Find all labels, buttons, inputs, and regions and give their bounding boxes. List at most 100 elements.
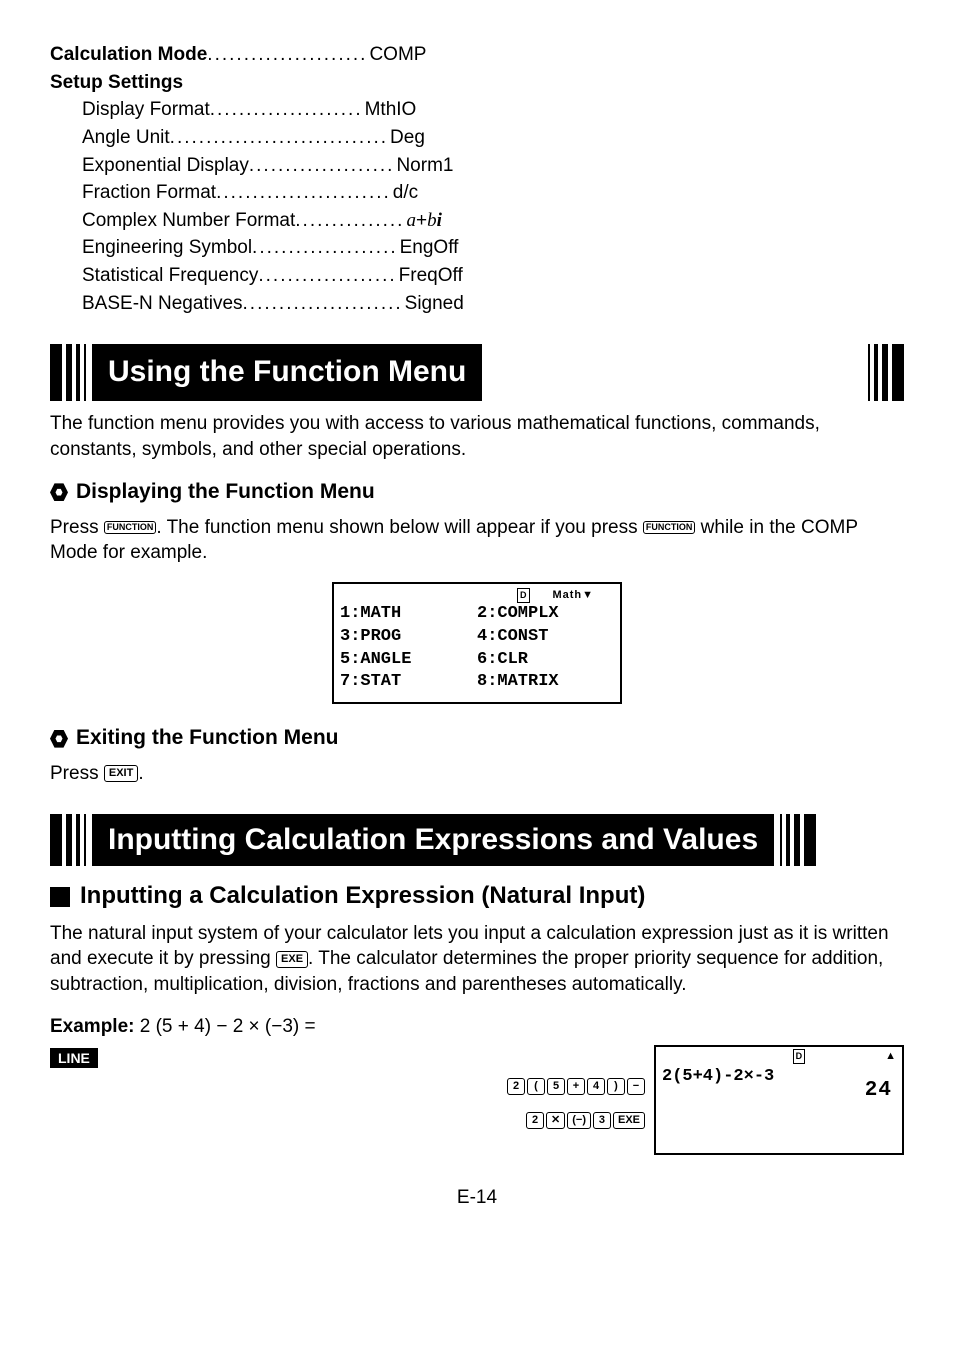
example-row: LINE 2(5+4)− 2✕(−)3EXE D ▲ 2(5+4)-2×-3 2… — [50, 1045, 904, 1155]
exe-key: EXE — [276, 951, 308, 968]
lcd-cell: 6:CLR — [477, 649, 614, 672]
section-banner-inputting: Inputting Calculation Expressions and Va… — [50, 814, 904, 866]
settings-row: Exponential Display ....................… — [50, 153, 904, 179]
settings-row-value: FreqOff — [397, 263, 463, 289]
keycap: 2 — [507, 1078, 525, 1095]
settings-row-label: Fraction Format — [82, 180, 216, 206]
subhead-natural-input: Inputting a Calculation Expression (Natu… — [50, 880, 904, 912]
subhead-natural-input-text: Inputting a Calculation Expression (Natu… — [80, 880, 645, 912]
section-banner-function-menu: Using the Function Menu — [50, 344, 904, 401]
settings-block: Calculation Mode ...................... … — [50, 42, 904, 316]
settings-row: Angle Unit .............................… — [50, 125, 904, 151]
settings-row-value: Signed — [403, 291, 464, 317]
lcd-cell: 1:MATH — [340, 603, 477, 626]
banner-bars-right — [868, 344, 904, 401]
exit-text-a: Press — [50, 763, 104, 784]
banner-bars-left — [50, 814, 86, 866]
lcd-row: 3:PROG4:CONST — [340, 626, 614, 649]
key-sequence: 2(5+4)− 2✕(−)3EXE — [106, 1045, 646, 1137]
banner-bars-right — [780, 814, 816, 866]
line-badge-wrap: LINE — [50, 1045, 98, 1071]
dots: .................... — [249, 153, 395, 179]
dots: .............................. — [170, 125, 388, 151]
exit-key: EXIT — [104, 765, 138, 782]
section2-title: Inputting Calculation Expressions and Va… — [92, 814, 774, 866]
lcd2-expr: 2(5+4)-2×-3 — [662, 1066, 896, 1089]
example-label: Example: — [50, 1016, 134, 1037]
dots: ................... — [258, 263, 396, 289]
settings-row-value: Norm1 — [394, 153, 453, 179]
page-number: E-14 — [50, 1185, 904, 1211]
keycap: EXE — [613, 1112, 645, 1129]
settings-row-label: Complex Number Format — [82, 208, 295, 234]
keycap: ( — [527, 1078, 545, 1095]
settings-row-label: Display Format — [82, 97, 210, 123]
lcd-cell: 3:PROG — [340, 626, 477, 649]
keycap: (−) — [567, 1112, 591, 1129]
settings-row: Statistical Frequency ..................… — [50, 263, 904, 289]
calc-mode-row: Calculation Mode ...................... … — [50, 42, 904, 68]
exiting-para: Press EXIT. — [50, 761, 904, 787]
settings-row: BASE-N Negatives ...................... … — [50, 291, 904, 317]
settings-row-label: Engineering Symbol — [82, 235, 252, 261]
lcd-ind-d: D — [517, 588, 531, 603]
lcd-cell: 2:COMPLX — [477, 603, 614, 626]
settings-row: Complex Number Format ............... a+… — [50, 208, 904, 234]
line-badge: LINE — [50, 1048, 98, 1068]
settings-row: Fraction Format ........................… — [50, 180, 904, 206]
dots: ..................... — [210, 97, 363, 123]
lcd2-ind-d: D — [793, 1049, 806, 1064]
keycap: − — [627, 1078, 645, 1095]
settings-row: Engineering Symbol .................... … — [50, 235, 904, 261]
example-line: Example: 2 (5 + 4) − 2 × (−3) = — [50, 1014, 904, 1040]
subhead-exiting: Exiting the Function Menu — [50, 724, 904, 752]
settings-row-label: Angle Unit — [82, 125, 170, 151]
lcd-cell: 7:STAT — [340, 671, 477, 694]
calc-mode-value: COMP — [367, 42, 426, 68]
settings-row-value: a+bi — [404, 208, 441, 234]
settings-row-label: Exponential Display — [82, 153, 249, 179]
dots: ........................ — [216, 180, 391, 206]
settings-row-value: d/c — [391, 180, 418, 206]
lcd-cell: 5:ANGLE — [340, 649, 477, 672]
settings-row-label: Statistical Frequency — [82, 263, 258, 289]
dots: .................... — [252, 235, 398, 261]
settings-row-label: BASE-N Negatives — [82, 291, 243, 317]
hex-bullet-icon — [50, 730, 68, 748]
keycap: ✕ — [546, 1112, 565, 1129]
hex-bullet-icon — [50, 483, 68, 501]
dots: ...................... — [243, 291, 403, 317]
lcd-indicators: D Math▼ — [340, 588, 614, 603]
lcd2-ind-up: ▲ — [885, 1049, 896, 1064]
keycap: + — [567, 1078, 585, 1095]
keycap: ) — [607, 1078, 625, 1095]
lcd-ind-math: Math▼ — [552, 588, 594, 603]
text-b: . The function menu shown below will app… — [156, 517, 643, 538]
lcd-cell: 8:MATRIX — [477, 671, 614, 694]
lcd-row: 5:ANGLE6:CLR — [340, 649, 614, 672]
lcd2-indicators: D ▲ — [662, 1049, 896, 1064]
section-title: Using the Function Menu — [92, 344, 482, 401]
dots: ............... — [295, 208, 404, 234]
lcd-cell: 4:CONST — [477, 626, 614, 649]
settings-row-value: MthIO — [363, 97, 417, 123]
subhead-displaying: Displaying the Function Menu — [50, 478, 904, 506]
subhead-displaying-text: Displaying the Function Menu — [76, 478, 375, 506]
settings-row-value: EngOff — [398, 235, 459, 261]
keycap: 3 — [593, 1112, 611, 1129]
displaying-para: Press FUNCTION. The function menu shown … — [50, 515, 904, 566]
keycap: 5 — [547, 1078, 565, 1095]
text-a: Press — [50, 517, 104, 538]
lcd2-result: 24 — [865, 1077, 892, 1105]
square-bullet-icon — [50, 887, 70, 907]
function-key: FUNCTION — [104, 521, 157, 534]
keycap: 2 — [526, 1112, 544, 1129]
banner-bars-left — [50, 344, 86, 401]
exit-text-b: . — [138, 763, 143, 784]
section1-intro: The function menu provides you with acce… — [50, 411, 904, 462]
lcd-row: 7:STAT8:MATRIX — [340, 671, 614, 694]
setup-settings-label-row: Setup Settings — [50, 70, 904, 96]
natural-input-para: The natural input system of your calcula… — [50, 921, 904, 998]
calc-mode-label: Calculation Mode — [50, 42, 207, 68]
lcd-example: D ▲ 2(5+4)-2×-3 24 — [654, 1045, 904, 1155]
